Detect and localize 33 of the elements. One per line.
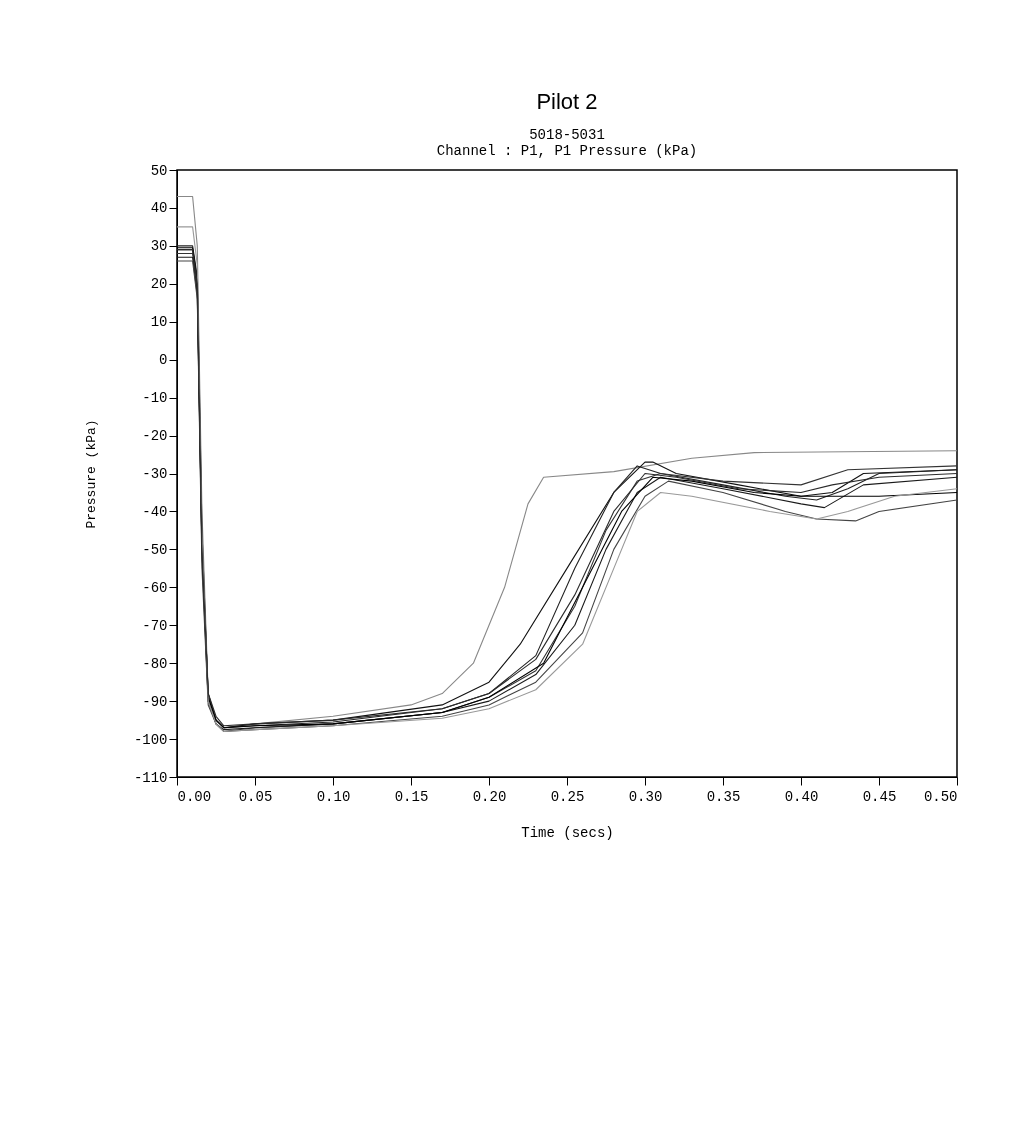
x-tick-label: 0.30 [628, 788, 663, 805]
y-tick-label: -60 [142, 579, 168, 596]
y-tick-label: -110 [133, 769, 168, 786]
y-tick-label: -40 [142, 503, 168, 520]
y-tick-label: -70 [142, 617, 168, 634]
x-axis-title: Time (secs) [521, 824, 614, 841]
y-tick-label: 40 [150, 200, 168, 217]
y-tick-label: 20 [150, 276, 168, 293]
y-tick-label: -100 [133, 731, 168, 748]
chart-title: Pilot 2 [536, 89, 598, 114]
x-tick-label: 0.25 [550, 788, 585, 805]
x-tick-label: 0.15 [394, 788, 429, 805]
y-tick-label: -30 [142, 466, 168, 482]
y-tick-label: -90 [142, 693, 168, 710]
x-tick-label: 0.50 [923, 788, 958, 805]
y-tick-label: 30 [150, 238, 168, 255]
y-axis-title: Pressure (kPa) [83, 419, 99, 529]
y-tick-label: 50 [150, 162, 168, 179]
x-tick-label: 0.45 [862, 788, 897, 805]
x-tick-label: 0.20 [472, 788, 507, 805]
y-tick-label: 0 [159, 352, 168, 369]
x-tick-label: 0.35 [706, 788, 741, 805]
y-tick-label: 10 [150, 314, 168, 331]
y-tick-label: -10 [142, 390, 168, 407]
x-tick-label: 0.00 [177, 788, 212, 805]
y-tick-label: -50 [142, 541, 168, 558]
y-tick-label: -20 [142, 428, 168, 445]
x-tick-label: 0.10 [316, 788, 351, 805]
chart-subtitle: 5018-5031 [529, 127, 605, 143]
y-tick-label: -80 [142, 655, 168, 672]
x-tick-label: 0.40 [784, 788, 819, 805]
text: Channel : P1, P1 Pressure (kPa) [436, 143, 698, 159]
x-tick-label: 0.05 [238, 788, 273, 805]
